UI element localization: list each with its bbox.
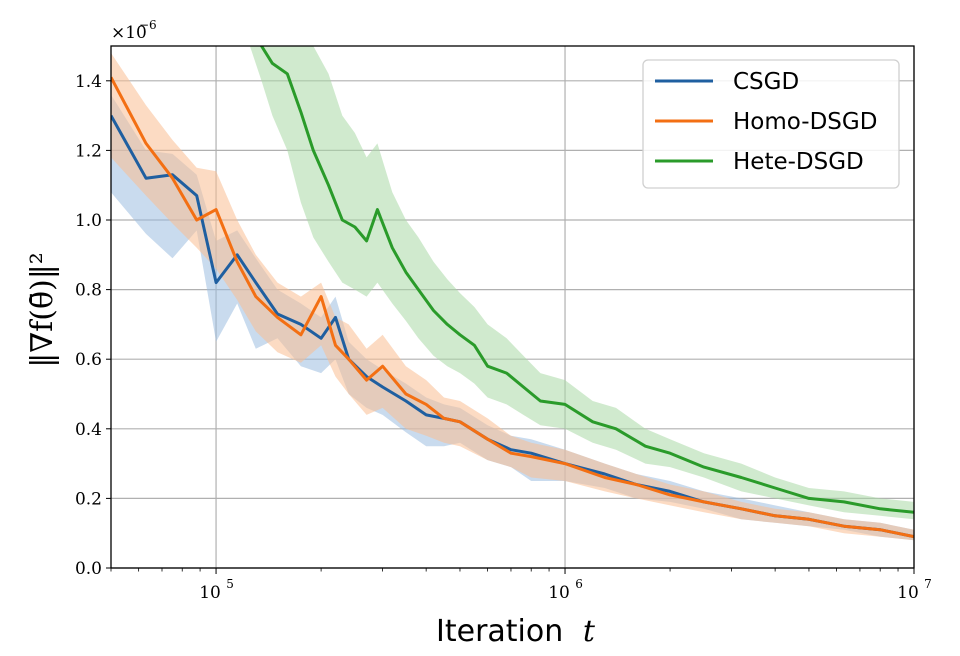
x-axis-title: Iteration t [436, 614, 596, 649]
series-lines [111, 46, 914, 539]
legend-label: CSGD [733, 69, 799, 95]
y-tick-label: 0.4 [75, 420, 102, 440]
y-axis-title: ‖∇f(θ̄)‖² [25, 252, 60, 368]
x-tick-exponent: 6 [575, 577, 583, 591]
x-axis-title-var: t [583, 614, 596, 649]
y-tick-label: 1.0 [75, 211, 102, 231]
legend-label: Hete-DSGD [733, 149, 864, 175]
x-tick-label: 10 [548, 583, 570, 603]
y-tick-label: 1.4 [75, 72, 102, 92]
x-tick-exponent: 7 [924, 577, 932, 591]
y-tick-label: 0.8 [75, 281, 102, 301]
axis-ticks: 0.0 0.2 0.4 0.6 0.8 1.0 1.2 1.4 10 5 10 6 10 7 [75, 72, 932, 603]
x-tick-exponent: 5 [226, 577, 234, 591]
y-scale-exponent: −6 [139, 18, 157, 32]
y-tick-label: 1.2 [75, 141, 102, 161]
legend-box [642, 59, 900, 189]
axes-frame [110, 45, 915, 569]
legend: CSGD Homo-DSGD Hete-DSGD [642, 59, 900, 189]
band-homo-dsgd [111, 53, 914, 541]
band-hete-dsgd [249, 46, 914, 520]
legend-label: Homo-DSGD [733, 109, 877, 135]
x-tick-label: 10 [199, 583, 221, 603]
y-tick-label: 0.0 [75, 559, 102, 579]
y-scale-factor: ×10 [111, 23, 147, 43]
y-tick-label: 0.2 [75, 489, 102, 509]
line-hete-dsgd [259, 46, 914, 514]
line-homo-dsgd [111, 76, 914, 539]
x-tick-label: 10 [897, 583, 919, 603]
y-tick-label: 0.6 [75, 350, 102, 370]
x-axis-title-text: Iteration [436, 614, 563, 649]
